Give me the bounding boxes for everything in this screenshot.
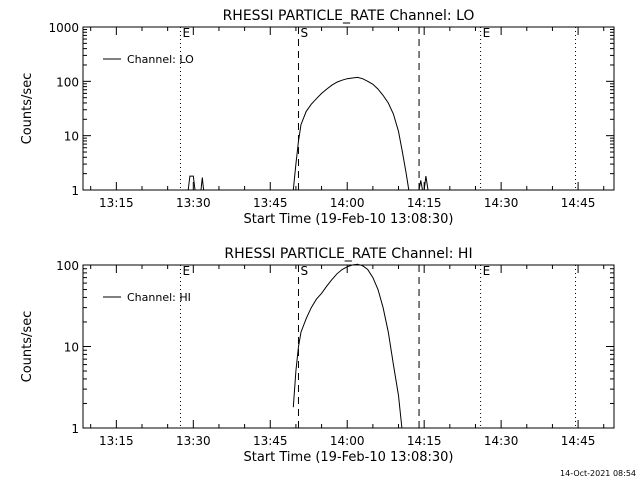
x-tick-label: 14:45 [561,196,596,210]
event-marker-label: E [483,26,491,40]
series-line [187,175,196,191]
y-tick-label: 1 [71,422,79,436]
y-tick-label: 1 [71,184,79,198]
x-tick-label: 13:15 [99,434,134,448]
y-tick-label: 100 [56,259,79,273]
footer-timestamp: 14-Oct-2021 08:54 [560,469,636,478]
x-tick-label: 14:15 [407,434,442,448]
plot-frame [82,26,615,191]
y-axis-label: Counts/sec [20,311,35,383]
panel-lo: RHESSI PARTICLE_RATE Channel: LO 13:15 13:… [20,8,615,227]
x-tick-label: 14:30 [484,196,519,210]
y-tick-label: 1000 [48,21,79,35]
series-line [418,180,423,191]
chart-title: RHESSI PARTICLE_RATE Channel: HI [224,246,472,262]
x-tick-label: 13:30 [176,196,211,210]
y-tick-label: 10 [64,130,79,144]
x-tick-label: 13:45 [253,196,288,210]
series-line [200,177,205,191]
x-tick-label: 13:45 [253,434,288,448]
y-tick-label: 10 [64,341,79,355]
legend-label: Channel: HI [127,291,191,304]
x-axis-label: Start Time (19-Feb-10 13:08:30) [244,450,454,465]
x-tick-label: 14:30 [484,434,519,448]
x-tick-label: 14:45 [561,434,596,448]
x-axis-label: Start Time (19-Feb-10 13:08:30) [244,212,454,227]
x-tick-label: 13:30 [176,434,211,448]
panel-hi: RHESSI PARTICLE_RATE Channel: HI 13:15 13:… [20,246,615,465]
plot-frame [82,264,615,429]
y-axis-label: Counts/sec [20,73,35,145]
series-line [292,263,403,429]
series-line [423,176,429,191]
x-tick-label: 14:00 [330,434,365,448]
chart-title: RHESSI PARTICLE_RATE Channel: LO [223,8,475,24]
y-tick-label: 100 [56,75,79,89]
x-tick-label: 14:00 [330,196,365,210]
x-tick-label: 13:15 [99,196,134,210]
event-marker-label: E [182,264,190,278]
event-marker-label: S [300,264,308,278]
series-line [292,76,410,191]
x-tick-label: 14:15 [407,196,442,210]
event-marker-label: S [300,26,308,40]
event-marker-label: E [182,26,190,40]
event-marker-label: E [483,264,491,278]
legend-label: Channel: LO [127,53,194,66]
